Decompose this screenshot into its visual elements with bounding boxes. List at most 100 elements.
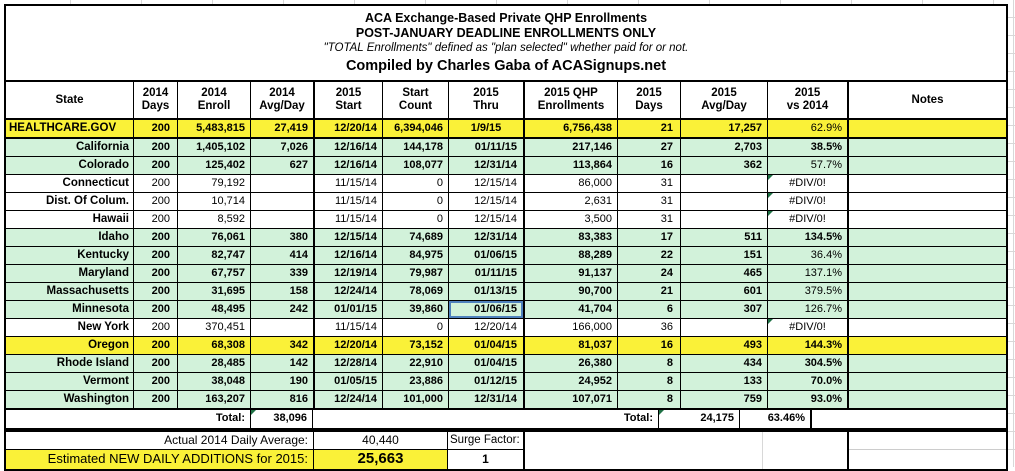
cell-state[interactable]: Idaho: [98, 231, 129, 243]
cell-avgday-2014[interactable]: 142: [250, 355, 313, 372]
cell-avgday-2015[interactable]: [680, 211, 767, 228]
cell-avgday-2015[interactable]: 601: [680, 283, 767, 300]
cell-avgday-2014[interactable]: 7,026: [250, 139, 313, 156]
cell-avgday-2015[interactable]: 511: [680, 229, 767, 246]
cell-enroll-2014[interactable]: 8,592: [177, 211, 250, 228]
cell-avgday-2014[interactable]: 27,419: [250, 120, 313, 137]
col-header-4[interactable]: 2015 Start: [313, 82, 382, 118]
cell-days-2014[interactable]: 200: [133, 301, 177, 318]
cell-qhp-2015[interactable]: 90,700: [523, 283, 617, 300]
cell-enroll-2014[interactable]: 48,495: [177, 301, 250, 318]
cell-days-2015[interactable]: 8: [617, 391, 680, 408]
total-spacer-cell[interactable]: [313, 410, 530, 428]
surge-factor-value[interactable]: 1: [482, 452, 489, 466]
cell-qhp-2015[interactable]: 86,000: [523, 175, 617, 192]
cell-days-2015[interactable]: 27: [617, 139, 680, 156]
cell-avgday-2014[interactable]: [250, 211, 313, 228]
cell-notes[interactable]: [847, 373, 1006, 390]
cell-enroll-2014[interactable]: 370,451: [177, 319, 250, 336]
cell-start-2015[interactable]: 12/20/14: [313, 120, 382, 137]
total-label-right[interactable]: Total:: [623, 412, 653, 424]
cell-notes[interactable]: [847, 157, 1006, 174]
cell-days-2014[interactable]: 200: [133, 391, 177, 408]
cell-avgday-2014[interactable]: 816: [250, 391, 313, 408]
cell-start-2015[interactable]: 12/24/14: [313, 391, 382, 408]
cell-days-2015[interactable]: 16: [617, 337, 680, 354]
daily-average-label[interactable]: Actual 2014 Daily Average:: [6, 432, 313, 450]
cell-qhp-2015[interactable]: 3,500: [523, 211, 617, 228]
cell-notes[interactable]: [847, 120, 1006, 137]
cell-enroll-2014[interactable]: 68,308: [177, 337, 250, 354]
cell-state[interactable]: Minnesota: [72, 303, 129, 315]
col-header-5[interactable]: Start Count: [382, 82, 448, 118]
cell-vs-2014[interactable]: #DIV/0!: [767, 211, 847, 228]
cell-qhp-2015[interactable]: 166,000: [523, 319, 617, 336]
cell-start-2015[interactable]: 01/05/15: [313, 373, 382, 390]
cell-notes[interactable]: [847, 337, 1006, 354]
cell-qhp-2015[interactable]: 24,952: [523, 373, 617, 390]
cell-notes[interactable]: [847, 139, 1006, 156]
cell-vs-2014[interactable]: 134.5%: [767, 229, 847, 246]
cell-start-2015[interactable]: 12/28/14: [313, 355, 382, 372]
cell-avgday-2014[interactable]: 242: [250, 301, 313, 318]
cell-start-count[interactable]: 108,077: [382, 157, 448, 174]
cell-avgday-2015[interactable]: 307: [680, 301, 767, 318]
cell-vs-2014[interactable]: 93.0%: [767, 391, 847, 408]
cell-notes[interactable]: [847, 229, 1006, 246]
cell-days-2015[interactable]: 31: [617, 175, 680, 192]
cell-days-2015[interactable]: 21: [617, 120, 680, 137]
total-label-left[interactable]: Total:: [215, 412, 245, 424]
cell-state[interactable]: HEALTHCARE.GOV: [9, 122, 117, 134]
cell-enroll-2014[interactable]: 67,757: [177, 265, 250, 282]
cell-days-2014[interactable]: 200: [133, 229, 177, 246]
cell-start-2015[interactable]: 11/15/14: [313, 175, 382, 192]
cell-qhp-2015[interactable]: 217,146: [523, 139, 617, 156]
cell-notes[interactable]: [847, 391, 1006, 408]
cell-thru-2015[interactable]: 1/9/15: [448, 120, 523, 137]
cell-vs-2014[interactable]: #DIV/0!: [767, 175, 847, 192]
cell-days-2014[interactable]: 200: [133, 355, 177, 372]
cell-days-2014[interactable]: 200: [133, 193, 177, 210]
cell-start-2015[interactable]: 11/15/14: [313, 319, 382, 336]
cell-vs-2014[interactable]: 137.1%: [767, 265, 847, 282]
total-vs-2014[interactable]: 63.46%: [740, 410, 812, 428]
cell-days-2014[interactable]: 200: [133, 319, 177, 336]
cell-enroll-2014[interactable]: 79,192: [177, 175, 250, 192]
cell-notes[interactable]: [847, 319, 1006, 336]
col-header-11[interactable]: Notes: [847, 82, 1006, 118]
cell-days-2014[interactable]: 200: [133, 120, 177, 137]
cell-thru-2015[interactable]: 12/15/14: [448, 211, 523, 228]
cell-days-2015[interactable]: 21: [617, 283, 680, 300]
cell-qhp-2015[interactable]: 107,071: [523, 391, 617, 408]
cell-start-count[interactable]: 0: [382, 211, 448, 228]
cell-vs-2014[interactable]: 62.9%: [767, 120, 847, 137]
cell-start-2015[interactable]: 12/20/14: [313, 337, 382, 354]
cell-vs-2014[interactable]: 304.5%: [767, 355, 847, 372]
cell-notes[interactable]: [847, 301, 1006, 318]
cell-thru-2015[interactable]: 12/31/14: [448, 229, 523, 246]
cell-avgday-2015[interactable]: 133: [680, 373, 767, 390]
cell-avgday-2014[interactable]: 627: [250, 157, 313, 174]
cell-enroll-2014[interactable]: 1,405,102: [177, 139, 250, 156]
cell-thru-2015[interactable]: 12/20/14: [448, 319, 523, 336]
cell-qhp-2015[interactable]: 83,383: [523, 229, 617, 246]
cell-avgday-2014[interactable]: 190: [250, 373, 313, 390]
cell-notes[interactable]: [847, 211, 1006, 228]
cell-notes[interactable]: [847, 265, 1006, 282]
cell-start-count[interactable]: 39,860: [382, 301, 448, 318]
cell-avgday-2014[interactable]: 158: [250, 283, 313, 300]
cell-days-2014[interactable]: 200: [133, 157, 177, 174]
cell-start-count[interactable]: 23,886: [382, 373, 448, 390]
col-header-7[interactable]: 2015 QHP Enrollments: [523, 82, 617, 118]
cell-days-2015[interactable]: 31: [617, 211, 680, 228]
cell-start-2015[interactable]: 12/19/14: [313, 265, 382, 282]
cell-start-count[interactable]: 101,000: [382, 391, 448, 408]
cell-vs-2014[interactable]: #DIV/0!: [767, 319, 847, 336]
cell-start-count[interactable]: 6,394,046: [382, 120, 448, 137]
cell-notes[interactable]: [847, 193, 1006, 210]
cell-state[interactable]: California: [75, 141, 129, 153]
cell-days-2015[interactable]: 31: [617, 193, 680, 210]
cell-days-2014[interactable]: 200: [133, 175, 177, 192]
cell-avgday-2015[interactable]: 434: [680, 355, 767, 372]
cell-qhp-2015[interactable]: 113,864: [523, 157, 617, 174]
